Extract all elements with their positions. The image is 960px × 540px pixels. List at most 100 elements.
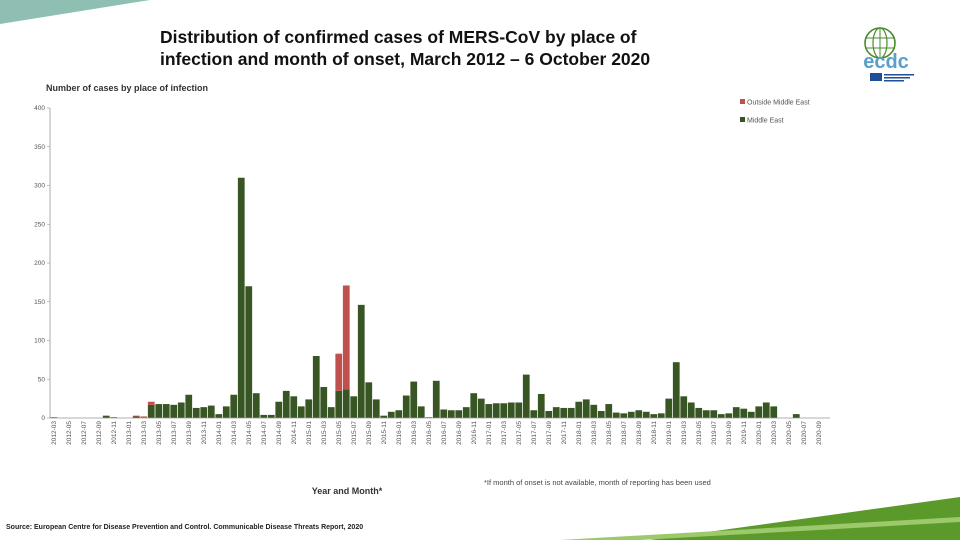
bar-middle-east-2017-01 [485,404,493,418]
x-tick-label: 2013-09 [186,421,193,445]
x-tick-label: 2012-09 [96,421,103,445]
bar-middle-east-2018-05 [605,404,613,418]
bar-middle-east-2014-12 [297,406,305,419]
bar-middle-east-2019-07 [710,410,718,418]
bar-outside-middle-east-2013-04 [147,401,155,405]
bar-middle-east-2016-07 [440,409,448,418]
bar-middle-east-2015-05 [335,390,343,419]
x-tick-label: 2018-11 [651,421,658,445]
bar-middle-east-2015-11 [380,415,388,418]
x-tick-label: 2019-09 [726,421,733,445]
bar-outside-middle-east-2015-05 [335,353,343,391]
x-tick-label: 2020-05 [786,421,793,445]
bar-middle-east-2018-12 [657,413,665,418]
bar-middle-east-2020-01 [755,406,763,419]
bar-middle-east-2013-09 [185,394,193,418]
y-tick-label: 400 [34,105,45,112]
x-tick-label: 2012-05 [66,421,73,445]
y-axis-ticks: 0 50 100 150 200 250 300 350 400 [34,105,50,422]
bar-middle-east-2020-03 [770,406,778,419]
x-tick-label: 2014-09 [276,421,283,445]
bar-middle-east-2016-11 [470,393,478,418]
bar-middle-east-2019-02 [672,362,680,418]
bar-middle-east-2019-04 [687,402,695,418]
x-axis-title: Year and Month* [312,486,383,496]
x-tick-label: 2017-01 [486,421,493,445]
x-tick-label: 2018-03 [591,421,598,445]
bar-middle-east-2017-07 [530,410,538,418]
legend: Outside Middle East Middle East [740,99,810,125]
bar-middle-east-2018-10 [642,411,650,418]
x-tick-label: 2018-09 [636,421,643,445]
x-tick-label: 2012-03 [51,421,58,445]
bar-middle-east-2014-11 [290,396,298,418]
bar-middle-east-2016-08 [447,410,455,418]
x-tick-label: 2019-11 [741,421,748,445]
bars [50,177,800,419]
bar-middle-east-2014-03 [230,394,238,418]
bar-middle-east-2015-04 [327,407,335,418]
x-tick-label: 2016-11 [471,421,478,445]
bar-middle-east-2015-08 [357,304,365,418]
bar-middle-east-2017-09 [545,411,553,418]
bar-middle-east-2015-07 [350,396,358,418]
bar-middle-east-2015-12 [387,411,395,418]
y-tick-label: 350 [34,144,45,151]
bar-middle-east-2014-05 [245,286,253,418]
legend-swatch-middle-east [740,117,745,122]
x-tick-label: 2013-03 [141,421,148,445]
bar-middle-east-2012-10 [102,415,110,418]
bar-middle-east-2014-07 [260,414,268,418]
bar-middle-east-2019-09 [725,413,733,418]
bar-middle-east-2013-05 [155,404,163,418]
x-tick-label: 2015-11 [381,421,388,445]
bar-middle-east-2019-12 [747,411,755,418]
legend-swatch-outside-middle-east [740,99,745,104]
y-axis-title: Number of cases by place of infection [46,83,208,93]
x-tick-label: 2015-09 [366,421,373,445]
bar-middle-east-2017-04 [507,402,515,418]
ecdc-logo: ecdc [863,27,914,82]
bar-middle-east-2018-06 [612,412,620,418]
bar-middle-east-2017-02 [492,403,500,418]
x-tick-label: 2019-07 [711,421,718,445]
x-tick-label: 2014-11 [291,421,298,445]
x-tick-label: 2020-01 [756,421,763,445]
x-tick-label: 2017-07 [531,421,538,445]
x-tick-label: 2014-01 [216,421,223,445]
bar-middle-east-2016-10 [462,407,470,418]
top-left-accent [0,0,150,24]
bar-middle-east-2019-01 [665,398,673,419]
bar-middle-east-2013-07 [170,404,178,418]
bar-middle-east-2014-01 [215,414,223,419]
x-tick-label: 2017-09 [546,421,553,445]
x-tick-label: 2015-01 [306,421,313,445]
bar-middle-east-2016-04 [417,406,425,419]
bar-middle-east-2014-04 [237,177,245,418]
bar-middle-east-2016-06 [432,380,440,418]
x-tick-label: 2018-05 [606,421,613,445]
bar-middle-east-2013-11 [200,407,208,418]
x-tick-label: 2013-05 [156,421,163,445]
bar-middle-east-2015-10 [372,399,380,418]
bar-middle-east-2013-06 [162,404,170,418]
x-tick-label: 2016-01 [396,421,403,445]
y-tick-label: 50 [38,376,46,383]
bar-middle-east-2014-06 [252,393,260,418]
bar-middle-east-2016-01 [395,410,403,418]
bar-middle-east-2017-10 [552,407,560,418]
bar-middle-east-2014-08 [267,414,275,418]
bar-middle-east-2016-09 [455,410,463,418]
bar-middle-east-2015-09 [365,382,373,418]
y-tick-label: 150 [34,299,45,306]
x-tick-label: 2019-01 [666,421,673,445]
x-tick-label: 2015-07 [351,421,358,445]
bar-middle-east-2013-12 [207,405,215,418]
x-tick-label: 2017-05 [516,421,523,445]
bar-middle-east-2013-10 [192,407,200,418]
slide-title-line-1: Distribution of confirmed cases of MERS-… [160,27,637,47]
logo-caption-line [884,80,904,82]
bar-middle-east-2017-11 [560,407,568,418]
bar-middle-east-2020-02 [762,402,770,418]
x-tick-label: 2012-07 [81,421,88,445]
